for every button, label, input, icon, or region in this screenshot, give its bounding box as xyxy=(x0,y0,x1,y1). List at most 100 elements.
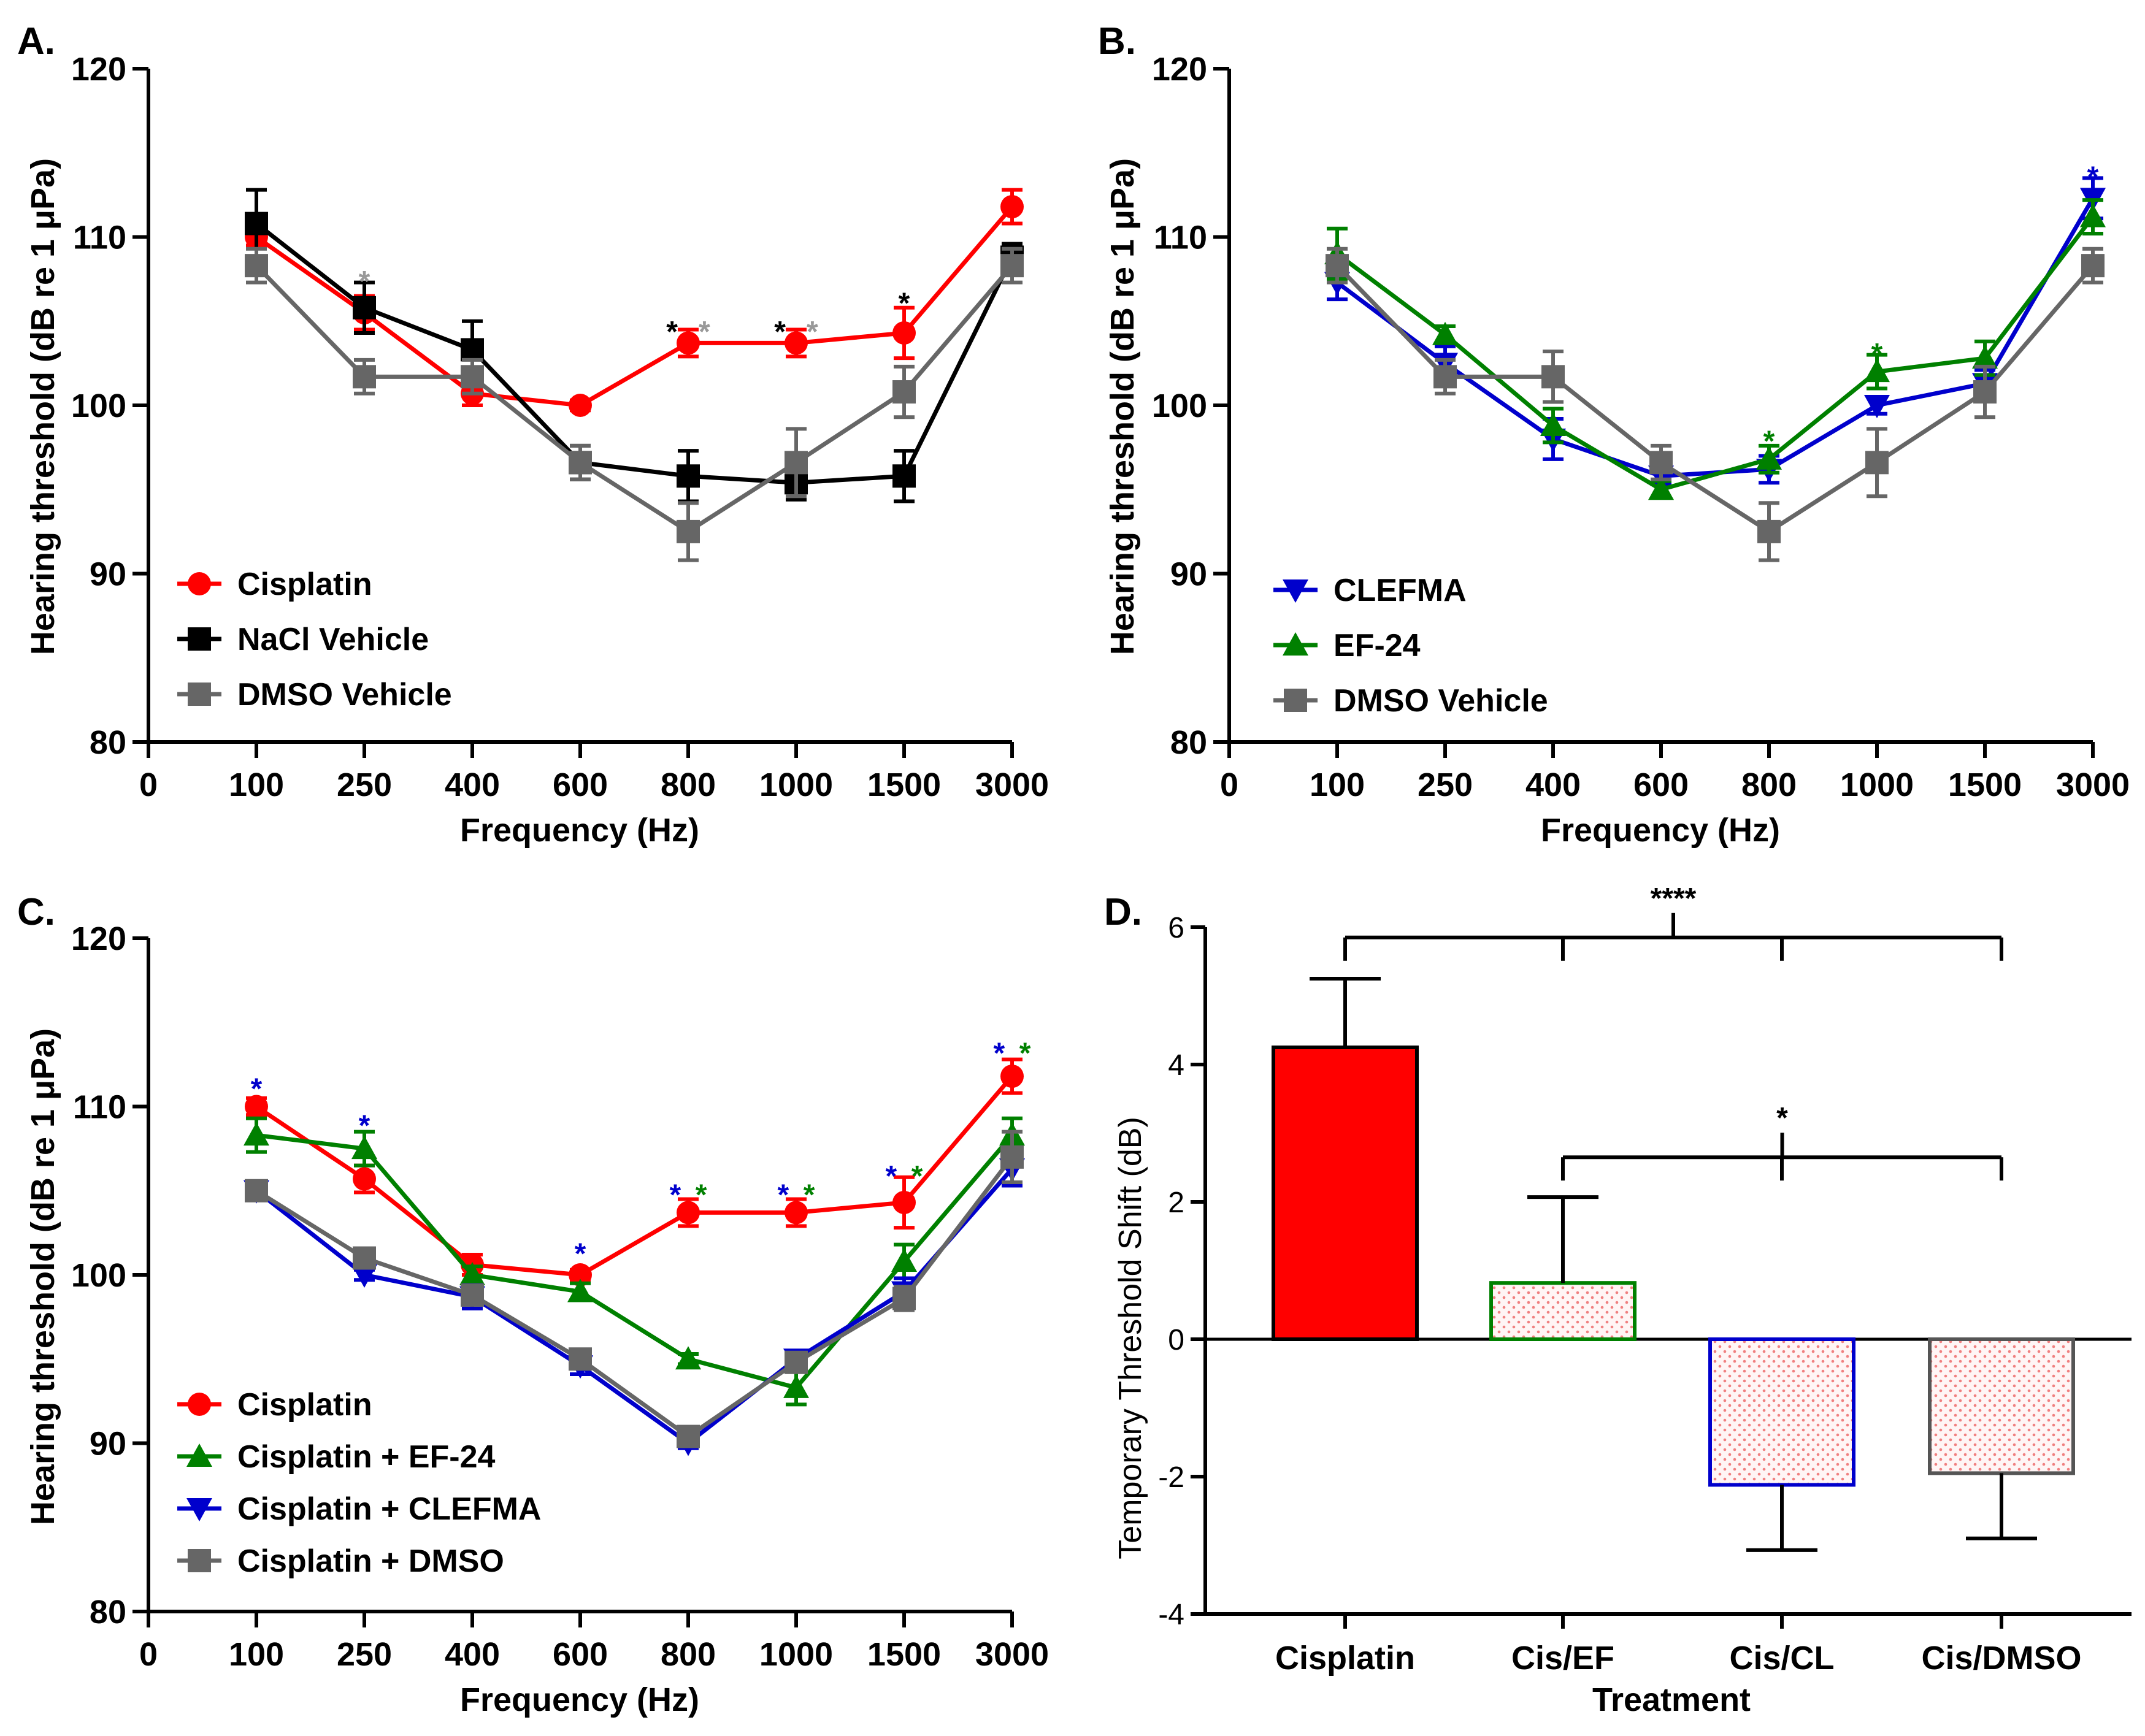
panel-a-label: A. xyxy=(17,20,55,63)
panel-a-data-point xyxy=(353,296,376,319)
panel-c-xtick-label: 3000 xyxy=(975,1636,1049,1673)
panel-c-legend-marker xyxy=(186,1443,212,1467)
panel-c-significance-star: * xyxy=(886,1160,897,1193)
panel-b-data-point xyxy=(2081,254,2105,278)
panel-b-chart: B. Hearing threshold (dB re 1 μPa) Frequ… xyxy=(1098,20,2130,849)
panel-c-data-point xyxy=(245,1179,268,1203)
panel-c-significance-star: * xyxy=(911,1160,923,1193)
panel-b-data-point xyxy=(1865,451,1889,475)
panel-c-ylabel: Hearing threshold (dB re 1 μPa) xyxy=(25,1028,61,1525)
panel-b-ytick-label: 80 xyxy=(1170,724,1207,761)
panel-c-series-3 xyxy=(245,1130,1024,1448)
panel-d-ytick-label: 0 xyxy=(1168,1324,1184,1356)
panel-c-data-point xyxy=(567,1279,593,1302)
panel-c-data-point xyxy=(351,1264,377,1288)
panel-c-series-line xyxy=(255,1155,1014,1439)
panel-b-significance-star: * xyxy=(1871,338,1883,370)
panel-b-data-point xyxy=(1864,395,1890,418)
panel-d-bar xyxy=(1489,1281,1637,1341)
panel-a-ytick-label: 100 xyxy=(71,388,126,424)
panel-a-ytick-label: 90 xyxy=(90,556,126,593)
panel-b-ytick-label: 110 xyxy=(1154,220,1207,256)
panel-b-xtick-label: 250 xyxy=(1418,767,1473,803)
panel-d-significance-stars: **** xyxy=(1651,882,1697,915)
panel-c-data-point xyxy=(677,1424,700,1448)
panel-c-data-point xyxy=(1000,1065,1024,1088)
panel-b-legend: CLEFMA EF-24 DMSO Vehicle xyxy=(1273,573,1548,719)
panel-d-ytick-label: 6 xyxy=(1168,912,1184,944)
panel-b-series-1 xyxy=(1324,198,2106,500)
panel-a-series-line xyxy=(255,264,1014,535)
panel-a-xtick-label: 1000 xyxy=(759,767,833,803)
panel-c-ytick-label: 90 xyxy=(90,1426,126,1463)
panel-d-xtick-label: Cis/EF xyxy=(1511,1640,1614,1677)
panel-d-bar xyxy=(1708,1337,1855,1487)
panel-b-xtick-label: 400 xyxy=(1525,767,1581,803)
panel-b-xtick-label: 600 xyxy=(1633,767,1689,803)
panel-a-xtick-label: 800 xyxy=(661,767,716,803)
panel-a-data-point xyxy=(245,212,268,235)
panel-a-significance-star: * xyxy=(899,288,910,320)
panel-a-data-point xyxy=(892,464,916,488)
panel-a-data-point xyxy=(892,321,916,345)
panel-d-significance-stars: * xyxy=(1776,1102,1788,1134)
panel-a-data-point xyxy=(785,331,808,355)
panel-c-xlabel: Frequency (Hz) xyxy=(460,1681,699,1718)
panel-c-xtick-label: 600 xyxy=(553,1636,608,1673)
panel-c-ytick-label: 110 xyxy=(73,1089,126,1126)
panel-c-series-0 xyxy=(245,1057,1024,1287)
panel-c-data-point xyxy=(569,1263,592,1287)
panel-d-ylabel: Temporary Threshold Shift (dB) xyxy=(1113,1117,1148,1559)
panel-a-series-line xyxy=(255,205,1014,408)
panel-b-data-point xyxy=(2080,204,2106,228)
panel-a-data-point xyxy=(569,394,592,417)
panel-a-legend-label: DMSO Vehicle xyxy=(237,677,452,713)
panel-a-significance-star: * xyxy=(666,316,678,348)
panel-c-significance-star: * xyxy=(994,1038,1005,1070)
panel-b-legend-label: CLEFMA xyxy=(1333,573,1467,608)
panel-b-series-line xyxy=(1335,264,2095,535)
panel-a-xlabel: Frequency (Hz) xyxy=(460,812,699,849)
panel-c-xtick-label: 1500 xyxy=(867,1636,941,1673)
panel-c-legend-marker xyxy=(188,1549,211,1572)
panel-a-data-point xyxy=(892,380,916,404)
panel-d-bar xyxy=(1928,1337,2075,1475)
panel-c-xtick-label: 800 xyxy=(661,1636,716,1673)
panel-a-data-point xyxy=(1000,254,1024,278)
panel-c-data-point xyxy=(892,1287,916,1310)
panel-a-xtick-label: 100 xyxy=(229,767,284,803)
panel-b-data-point xyxy=(1541,365,1565,389)
panel-a-legend: Cisplatin NaCl Vehicle DMSO Vehicle xyxy=(177,567,452,713)
panel-a-data-point xyxy=(677,464,700,488)
panel-b-xtick-label: 100 xyxy=(1310,767,1365,803)
panel-d-ytick-label: 4 xyxy=(1168,1049,1184,1082)
panel-c-significance-star: * xyxy=(359,1110,370,1142)
panel-c-series-line xyxy=(255,1167,1014,1446)
panel-b-significance-star: * xyxy=(2087,161,2099,194)
panel-c-data-point xyxy=(785,1350,808,1374)
panel-c-data-point xyxy=(459,1262,485,1285)
panel-c-data-point xyxy=(783,1374,809,1398)
panel-c-legend-marker xyxy=(188,1393,211,1416)
panel-b-legend-marker xyxy=(1284,689,1307,712)
panel-a-legend-marker xyxy=(188,683,211,706)
panel-b-data-point xyxy=(1972,345,1998,369)
panel-b-legend-marker xyxy=(1283,579,1308,603)
panel-d-xtick-label: Cisplatin xyxy=(1275,1640,1415,1677)
panel-c-legend: Cisplatin Cisplatin + EF-24 Cisplatin + CL… xyxy=(177,1387,541,1579)
panel-b-data-point xyxy=(1756,446,1782,470)
panel-b-data-point xyxy=(1326,254,1349,278)
panel-a-data-point xyxy=(1000,195,1024,219)
panel-c-legend-label: Cisplatin + CLEFMA xyxy=(237,1491,541,1527)
panel-b-ytick-label: 100 xyxy=(1152,388,1207,424)
panel-d-xtick-label: Cis/CL xyxy=(1729,1640,1834,1677)
panel-b-xtick-label: 1000 xyxy=(1840,767,1914,803)
panel-b-data-point xyxy=(1864,359,1890,383)
panel-c-significance-star: * xyxy=(251,1073,263,1105)
panel-c-data-point xyxy=(244,1122,269,1146)
panel-c-ytick-label: 80 xyxy=(90,1594,126,1631)
panel-c-series-line xyxy=(255,1074,1014,1277)
panel-a-xtick-label: 3000 xyxy=(975,767,1049,803)
panel-c-legend-label: Cisplatin xyxy=(237,1387,372,1423)
